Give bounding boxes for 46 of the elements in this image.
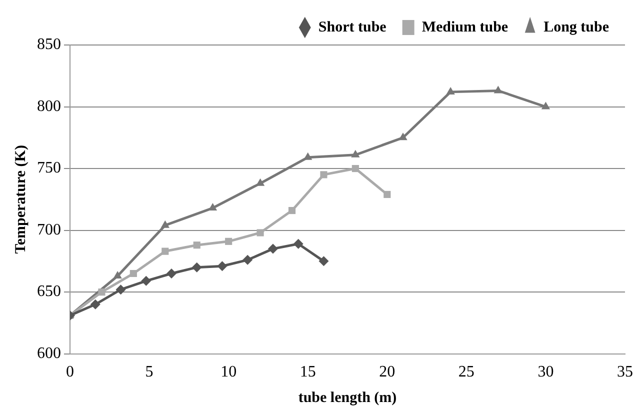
- y-axis-title: Temperature (K): [12, 145, 29, 254]
- point: [90, 299, 100, 310]
- x-tick-label: 25: [458, 364, 474, 381]
- point: [217, 261, 228, 272]
- x-tick-label: 20: [379, 364, 396, 381]
- legend-label: Long tube: [544, 19, 610, 36]
- point: [293, 238, 304, 249]
- point: [541, 102, 550, 110]
- y-tick-label: 750: [37, 160, 61, 177]
- point: [494, 86, 502, 94]
- point: [141, 276, 152, 286]
- x-tick-label: 35: [617, 364, 633, 381]
- point: [398, 132, 408, 140]
- y-tick-label: 700: [37, 221, 61, 238]
- x-tick-label: 30: [538, 364, 554, 381]
- point: [384, 190, 391, 198]
- point: [351, 150, 360, 158]
- point: [166, 268, 176, 279]
- legend-label: Medium tube: [422, 19, 508, 36]
- y-tick-label: 800: [37, 98, 61, 115]
- point: [130, 270, 137, 278]
- point: [446, 86, 455, 94]
- point: [162, 248, 169, 255]
- point: [98, 288, 106, 296]
- point: [192, 262, 202, 272]
- point: [320, 171, 328, 178]
- legend-label: Short tube: [318, 19, 387, 36]
- point: [193, 242, 200, 249]
- point: [242, 254, 253, 265]
- point: [288, 206, 296, 214]
- point: [352, 164, 359, 172]
- point: [225, 238, 232, 245]
- point: [318, 256, 329, 266]
- point: [256, 229, 264, 236]
- y-tick-label: 600: [37, 345, 61, 362]
- x-axis-title: tube length (m): [298, 390, 397, 406]
- y-tick-label: 850: [37, 36, 61, 54]
- x-tick-label: 0: [66, 364, 74, 381]
- x-tick-label: 15: [300, 364, 316, 381]
- point: [160, 220, 170, 228]
- x-tick-label: 10: [220, 364, 237, 381]
- x-tick-label: 5: [145, 364, 154, 381]
- point: [268, 244, 278, 254]
- point: [116, 284, 126, 295]
- y-tick-label: 650: [37, 283, 61, 300]
- point: [304, 152, 312, 160]
